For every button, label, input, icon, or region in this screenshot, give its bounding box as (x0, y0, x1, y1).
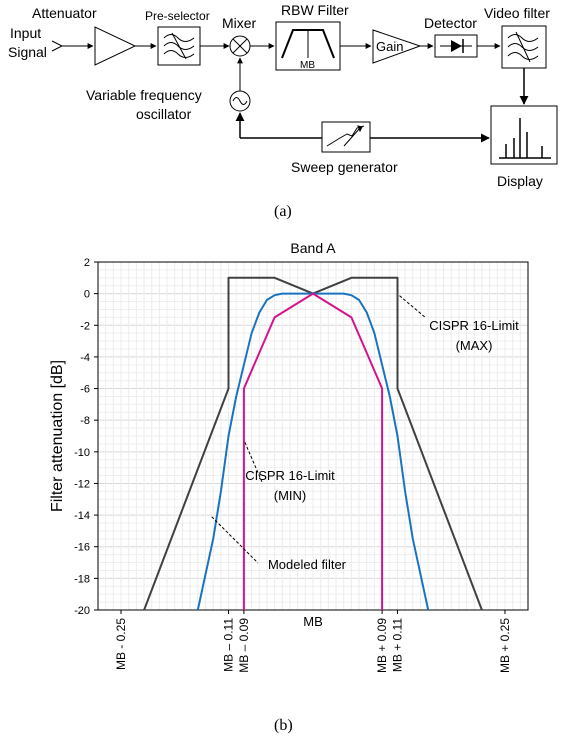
vfo-label: Variable frequency (86, 87, 202, 103)
y-tick-label: -12 (74, 478, 90, 490)
rbw-filter-label: RBW Filter (281, 2, 349, 18)
annotations: CISPR 16-Limit (MAX) CISPR 16-Limit (MIN) Mo… (211, 295, 519, 572)
leader-min (244, 442, 263, 483)
mixer-label: Mixer (222, 15, 257, 31)
input-label-2: Signal (8, 44, 47, 60)
leader-max (399, 295, 427, 319)
x-tick-label: MB – 0.09 (237, 618, 251, 673)
block-diagram: Input Signal Attenuator Pre-selector Mix… (8, 2, 558, 220)
x-ticks: MB - 0.25 MB – 0.11 MB – 0.09 MB + 0.09 MB +… (114, 610, 512, 673)
input-fork (51, 40, 64, 52)
grid (97, 261, 529, 611)
chart: Band A 2 0 -2 -4 -6 -8 -10 -12 -14 -16 -18 -20 MB -… (49, 240, 529, 734)
y-tick-label: -4 (80, 352, 90, 364)
y-ticks: 2 0 -2 -4 -6 -8 -10 -12 -14 -16 -18 -20 (74, 257, 98, 617)
x-tick-label: MB - 0.25 (114, 618, 128, 670)
x-tick-label: MB + 0.25 (498, 618, 512, 673)
y-tick-label: -16 (74, 542, 90, 554)
bandpass-icon (163, 32, 195, 60)
y-tick-label: -2 (80, 320, 90, 332)
caption-a: (a) (274, 203, 292, 220)
caption-b: (b) (274, 717, 293, 734)
y-tick-label: -20 (74, 605, 90, 617)
input-label: Input (10, 25, 41, 41)
gain-label: Gain (376, 39, 403, 54)
lowpass-icon (507, 31, 539, 63)
preselector-label: Pre-selector (145, 9, 210, 23)
y-tick-label: 0 (84, 289, 90, 301)
leader-modeled (211, 516, 259, 564)
x-tick-label: MB + 0.11 (390, 618, 404, 672)
diode-icon (440, 39, 472, 53)
annotation-modeled: Modeled filter (268, 557, 347, 572)
y-tick-label: 2 (84, 257, 90, 269)
x-tick-label: MB – 0.11 (222, 618, 236, 672)
y-tick-label: -18 (74, 573, 90, 585)
display-label: Display (497, 173, 543, 189)
chart-title: Band A (290, 240, 336, 256)
display-box (490, 105, 558, 165)
series-line (242, 292, 384, 610)
y-tick-label: -8 (80, 415, 90, 427)
attenuator-label: Attenuator (32, 5, 97, 21)
sweep-generator-label: Sweep generator (291, 159, 398, 175)
x-tick-label: MB + 0.09 (375, 618, 389, 673)
vfo-label-2: oscillator (136, 106, 192, 122)
sweep-icon (326, 125, 365, 147)
attenuator-icon (94, 26, 137, 66)
annotation-min-2: (MIN) (274, 488, 307, 503)
annotation-min: CISPR 16-Limit (245, 468, 335, 483)
y-tick-label: -10 (74, 447, 90, 459)
detector-label: Detector (424, 15, 477, 31)
y-axis-label: Filter attenuation [dB] (49, 360, 66, 512)
video-filter-label: Video filter (484, 5, 550, 21)
plot-frame (97, 261, 529, 611)
annotation-max-2: (MAX) (456, 338, 493, 353)
annotation-max: CISPR 16-Limit (429, 318, 519, 333)
y-tick-label: -14 (74, 510, 90, 522)
series (143, 276, 483, 611)
gain-icon (372, 29, 422, 64)
spectrum-icon (499, 118, 551, 159)
y-tick-label: -6 (80, 384, 90, 396)
x-axis-label: MB (303, 614, 323, 629)
rbw-center-label: MB (300, 60, 315, 71)
